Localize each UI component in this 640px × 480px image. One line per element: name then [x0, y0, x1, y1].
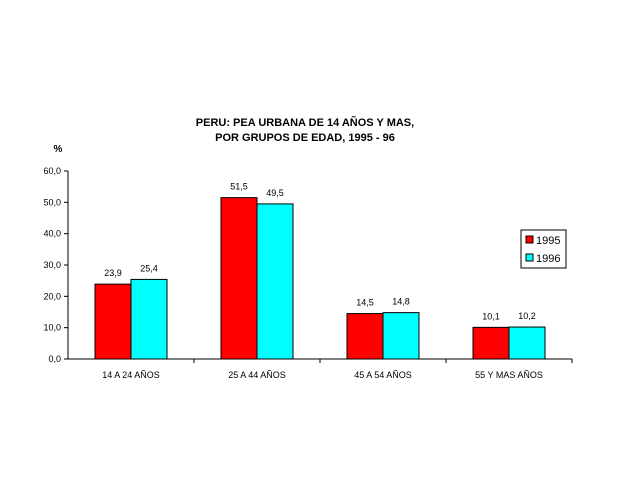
y-axis-ticks: 0,0 10,0 20,0 30,0 40,0 50,0 60,0: [43, 166, 68, 364]
y-tick-label: 50,0: [43, 197, 61, 207]
data-label-1996: 14,8: [392, 297, 410, 307]
data-label-1996: 10,2: [518, 311, 536, 321]
chart-title-line-2: POR GRUPOS DE EDAD, 1995 - 96: [215, 132, 395, 144]
category-label: 55 Y MAS AÑOS: [475, 370, 543, 380]
legend-label-1995: 1995: [536, 235, 560, 247]
data-label-1996: 49,5: [266, 188, 284, 198]
bar-1996: [256, 203, 294, 360]
bar-1995: [472, 326, 510, 360]
y-tick-label: 20,0: [43, 291, 61, 301]
bar-1995: [220, 197, 258, 360]
y-tick-label: 40,0: [43, 229, 61, 239]
data-label-1995: 10,1: [482, 311, 500, 321]
bar-1995: [346, 313, 384, 360]
bar-1996: [508, 326, 546, 360]
bar-1996: [382, 312, 420, 360]
data-label-1995: 51,5: [230, 182, 248, 192]
y-tick-label: 0,0: [48, 354, 61, 364]
legend-label-1996: 1996: [536, 253, 560, 265]
legend: 1995 1996: [520, 229, 567, 269]
category-labels: 14 A 24 AÑOS 25 A 44 AÑOS 45 A 54 AÑOS 55 Y…: [102, 370, 543, 380]
y-tick-label: 30,0: [43, 260, 61, 270]
chart-title-line-1: PERU: PEA URBANA DE 14 AÑOS Y MAS,: [196, 116, 414, 129]
legend-swatch-1995: [525, 235, 534, 244]
data-label-1995: 23,9: [104, 268, 122, 278]
data-label-1995: 14,5: [356, 298, 374, 308]
bars: [94, 197, 546, 360]
category-label: 14 A 24 AÑOS: [102, 370, 160, 380]
bar-1996: [130, 278, 168, 360]
y-tick-label: 10,0: [43, 323, 61, 333]
category-label: 25 A 44 AÑOS: [228, 370, 286, 380]
y-axis-unit-label: %: [54, 144, 63, 155]
legend-swatch-1996: [525, 253, 534, 262]
data-label-1996: 25,4: [140, 263, 158, 273]
bar-1995: [94, 283, 132, 360]
category-label: 45 A 54 AÑOS: [354, 370, 412, 380]
data-labels: 23,9 25,4 51,5 49,5 14,5 14,8 10,1 10,2: [104, 182, 536, 322]
y-tick-label: 60,0: [43, 166, 61, 176]
